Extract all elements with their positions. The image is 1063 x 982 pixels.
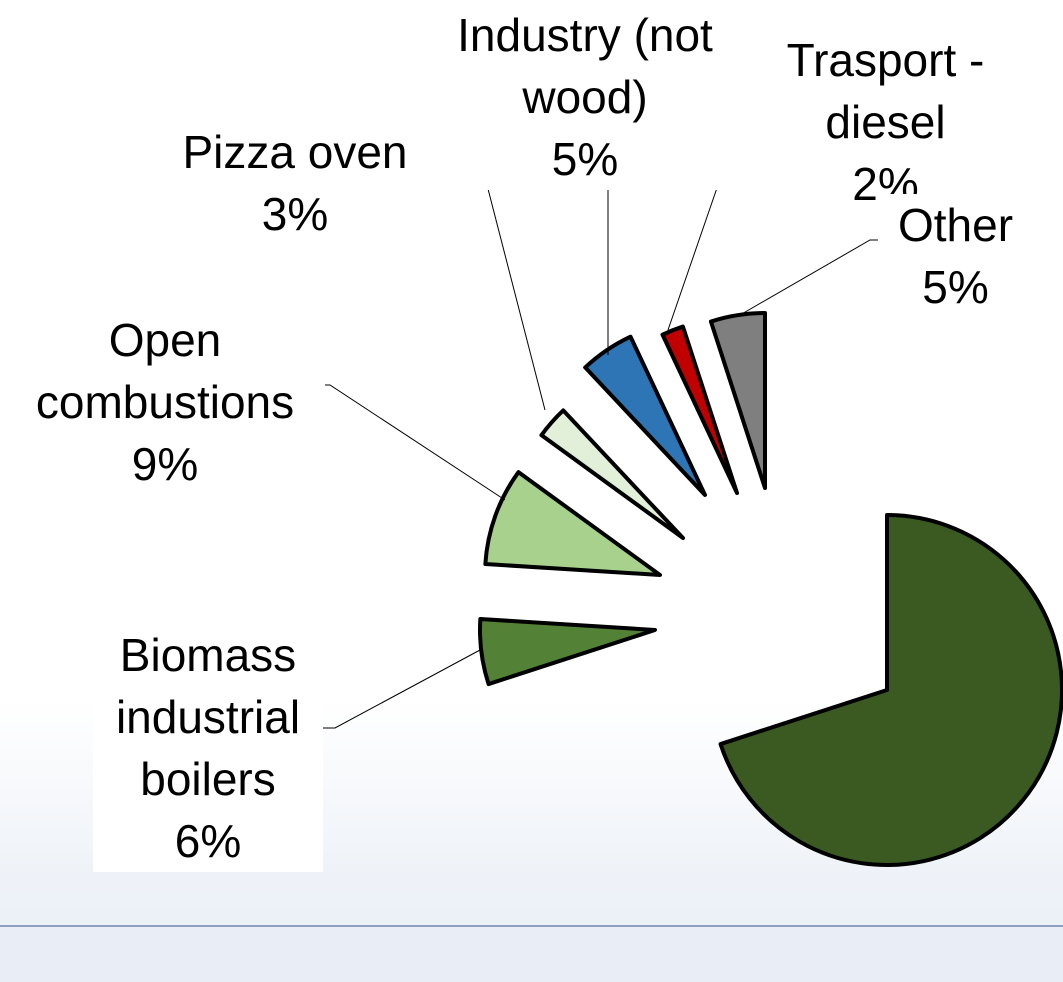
slice-label: Biomass industrial boilers 6% — [93, 624, 323, 872]
slice-label: Other 5% — [878, 194, 1033, 318]
category-name: Pizza oven — [182, 126, 408, 178]
pie-slice — [718, 513, 1063, 867]
value-label: 5% — [922, 261, 989, 313]
pie-slice — [539, 408, 685, 540]
leader-line — [486, 184, 546, 411]
leader-line — [315, 384, 506, 501]
category-name: Trasport - diesel — [786, 34, 985, 148]
slice-label: Trasport - diesel 2% — [758, 29, 1013, 215]
slice-label: Industry (not wood) 5% — [435, 4, 735, 190]
slice-label: Pizza oven 3% — [150, 121, 440, 245]
value-label: 9% — [131, 438, 199, 490]
leader-line — [667, 184, 719, 331]
pie-slice — [583, 334, 707, 497]
leader-line — [739, 239, 885, 316]
value-label: 6% — [174, 815, 242, 867]
category-name: Open combustions — [35, 314, 295, 428]
category-name: Other — [897, 199, 1014, 251]
pie-slice — [660, 324, 739, 495]
category-name: Biomass industrial boilers — [115, 629, 301, 805]
value-label: 3% — [261, 188, 329, 240]
pie-slice — [483, 470, 662, 577]
footer-band — [0, 925, 1063, 982]
slice-label: Open combustions 9% — [5, 309, 325, 495]
leader-line — [322, 649, 481, 729]
category-name: Industry (not wood) — [457, 9, 713, 123]
value-label: 5% — [551, 133, 619, 185]
pie-slice — [478, 617, 657, 687]
pie-slice — [708, 311, 767, 490]
